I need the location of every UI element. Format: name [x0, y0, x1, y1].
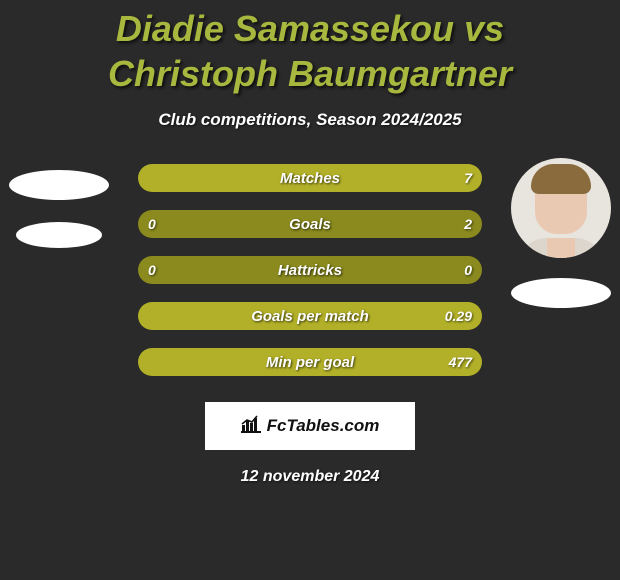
chart-icon — [241, 415, 261, 438]
player-right-avatar — [511, 158, 611, 258]
player-right-oval-1 — [511, 278, 611, 308]
stat-right-value: 0.29 — [445, 302, 472, 330]
stat-right-value: 477 — [449, 348, 472, 376]
stat-label: Hattricks — [138, 256, 482, 284]
stat-label: Goals per match — [138, 302, 482, 330]
stat-right-value: 7 — [464, 164, 472, 192]
stat-label: Goals — [138, 210, 482, 238]
stat-row: Goals per match0.29 — [138, 302, 482, 330]
stat-row: Matches7 — [138, 164, 482, 192]
player-right-block — [506, 158, 616, 308]
stat-bars: Matches70Goals20Hattricks0Goals per matc… — [138, 164, 482, 376]
player2-name: Christoph Baumgartner — [108, 53, 512, 94]
stat-label: Matches — [138, 164, 482, 192]
player-left-oval-1 — [9, 170, 109, 200]
subtitle: Club competitions, Season 2024/2025 — [0, 110, 620, 130]
stat-row: 0Hattricks0 — [138, 256, 482, 284]
vs-word: vs — [464, 8, 504, 49]
stat-label: Min per goal — [138, 348, 482, 376]
footer-brand-text: FcTables.com — [267, 416, 380, 436]
player1-name: Diadie Samassekou — [116, 8, 454, 49]
avatar-neck — [547, 238, 575, 258]
stat-row: 0Goals2 — [138, 210, 482, 238]
content-area: Matches70Goals20Hattricks0Goals per matc… — [0, 164, 620, 376]
stat-right-value: 2 — [464, 210, 472, 238]
comparison-title: Diadie Samassekou vs Christoph Baumgartn… — [0, 0, 620, 96]
player-left-oval-2 — [16, 222, 102, 248]
player-left-block — [4, 158, 114, 248]
footer-date: 12 november 2024 — [0, 468, 620, 486]
footer-brand-badge: FcTables.com — [205, 402, 415, 450]
stat-row: Min per goal477 — [138, 348, 482, 376]
stat-right-value: 0 — [464, 256, 472, 284]
avatar-hair — [531, 164, 591, 194]
